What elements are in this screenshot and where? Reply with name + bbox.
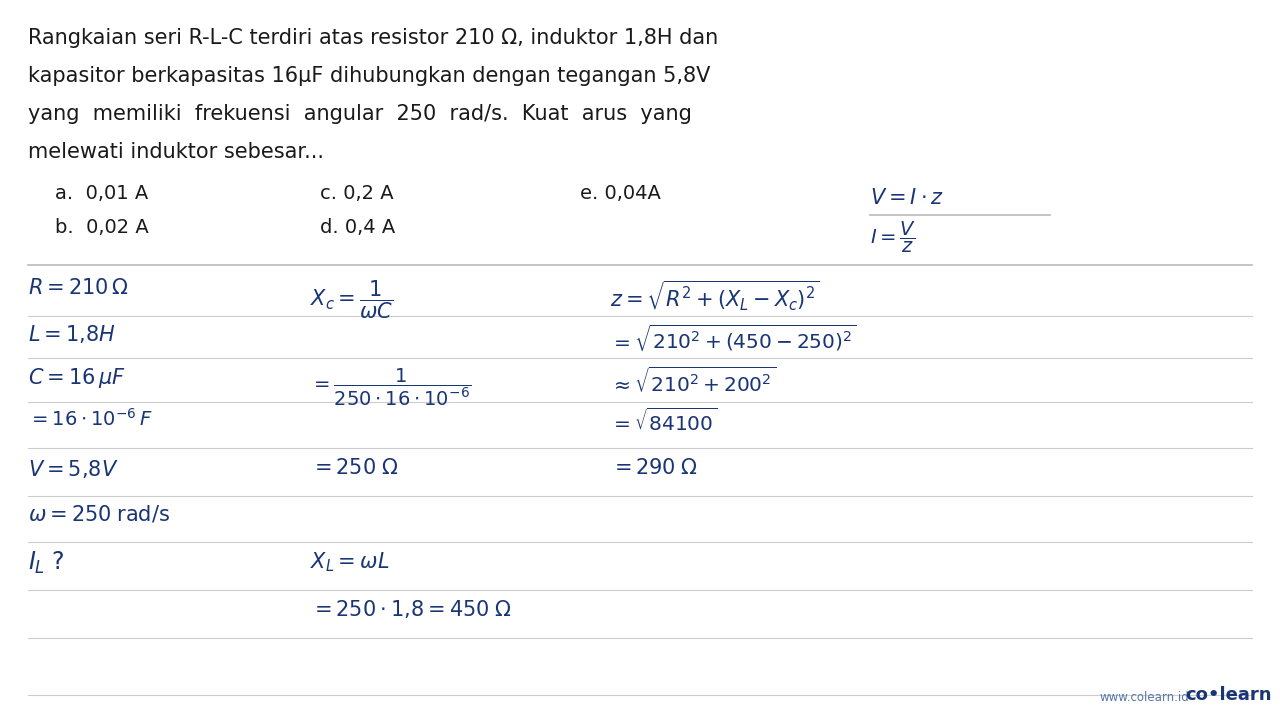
- Text: $I = \dfrac{V}{z}$: $I = \dfrac{V}{z}$: [870, 220, 916, 255]
- Text: $= 16 \cdot 10^{-6}\,F$: $= 16 \cdot 10^{-6}\,F$: [28, 408, 152, 430]
- Text: $= \sqrt{210^2 + (450 - 250)^2}$: $= \sqrt{210^2 + (450 - 250)^2}$: [611, 323, 856, 354]
- Text: $\omega = 250\;\mathrm{rad/s}$: $\omega = 250\;\mathrm{rad/s}$: [28, 503, 170, 524]
- Text: yang  memiliki  frekuensi  angular  250  rad/s.  Kuat  arus  yang: yang memiliki frekuensi angular 250 rad/…: [28, 104, 692, 124]
- Text: $C = 16\,\mu F$: $C = 16\,\mu F$: [28, 366, 125, 390]
- Text: $I_L\;?$: $I_L\;?$: [28, 550, 64, 576]
- Text: d. 0,4 A: d. 0,4 A: [320, 218, 396, 237]
- Text: $= \dfrac{1}{250 \cdot 16 \cdot 10^{-6}}$: $= \dfrac{1}{250 \cdot 16 \cdot 10^{-6}}…: [310, 366, 471, 408]
- Text: b.  0,02 A: b. 0,02 A: [55, 218, 148, 237]
- Text: $= \sqrt{84100}$: $= \sqrt{84100}$: [611, 408, 717, 436]
- Text: $V = I \cdot z$: $V = I \cdot z$: [870, 188, 945, 208]
- Text: Rangkaian seri R-L-C terdiri atas resistor 210 Ω, induktor 1,8H dan: Rangkaian seri R-L-C terdiri atas resist…: [28, 28, 718, 48]
- Text: $= 250\;\Omega$: $= 250\;\Omega$: [310, 458, 398, 478]
- Text: $= 290\;\Omega$: $= 290\;\Omega$: [611, 458, 698, 478]
- Text: melewati induktor sebesar...: melewati induktor sebesar...: [28, 142, 324, 162]
- Text: $X_c = \dfrac{1}{\omega C}$: $X_c = \dfrac{1}{\omega C}$: [310, 278, 393, 320]
- Text: $R = 210\,\Omega$: $R = 210\,\Omega$: [28, 278, 128, 298]
- Text: e. 0,04A: e. 0,04A: [580, 184, 660, 203]
- Text: $V = 5{,}8V$: $V = 5{,}8V$: [28, 458, 119, 480]
- Text: www.colearn.id: www.colearn.id: [1100, 691, 1189, 704]
- Text: co•learn: co•learn: [1185, 686, 1271, 704]
- Text: $= 250 \cdot 1{,}8 = 450\;\Omega$: $= 250 \cdot 1{,}8 = 450\;\Omega$: [310, 598, 512, 620]
- Text: c. 0,2 A: c. 0,2 A: [320, 184, 394, 203]
- Text: $L = 1{,}8H$: $L = 1{,}8H$: [28, 323, 115, 345]
- Text: kapasitor berkapasitas 16μF dihubungkan dengan tegangan 5,8V: kapasitor berkapasitas 16μF dihubungkan …: [28, 66, 710, 86]
- Text: a.  0,01 A: a. 0,01 A: [55, 184, 148, 203]
- Text: $X_L = \omega L$: $X_L = \omega L$: [310, 550, 389, 574]
- Text: $z = \sqrt{R^2 + (X_L - X_c)^2}$: $z = \sqrt{R^2 + (X_L - X_c)^2}$: [611, 278, 819, 312]
- Text: $\approx \sqrt{210^2 + 200^2}$: $\approx \sqrt{210^2 + 200^2}$: [611, 366, 776, 396]
